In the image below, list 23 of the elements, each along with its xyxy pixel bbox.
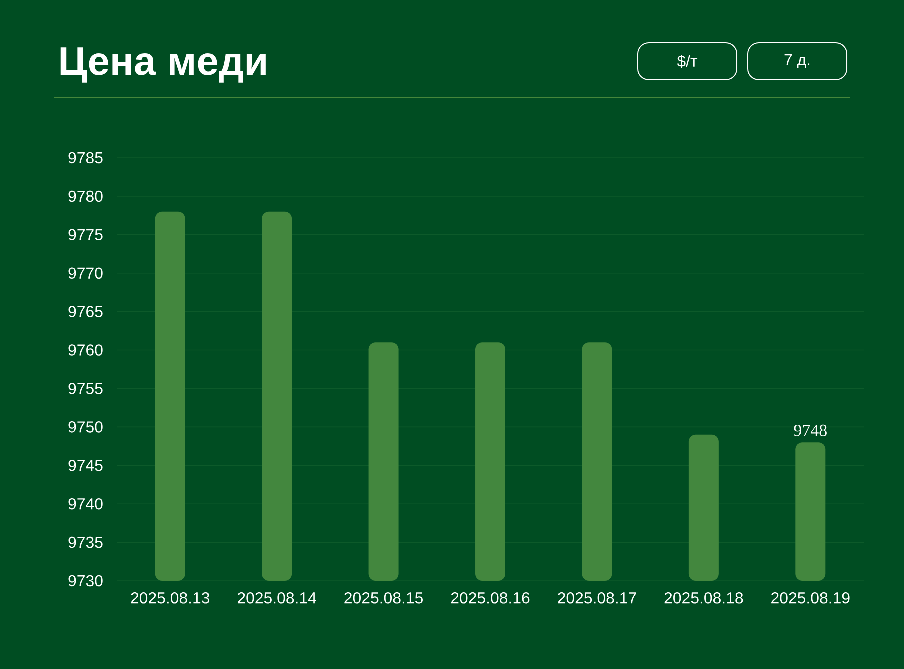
y-tick-label: 9730 <box>68 575 103 587</box>
y-tick-label: 9750 <box>68 422 103 433</box>
y-tick-label: 9765 <box>68 306 103 318</box>
y-tick-label: 9760 <box>68 344 103 356</box>
x-tick-label: 2025.08.19 <box>772 592 850 604</box>
text: 7 д. <box>784 54 810 69</box>
x-tick-label: 2025.08.16 <box>451 592 530 604</box>
y-tick-label: 9755 <box>68 383 103 394</box>
chart-title: Цена меди <box>60 48 266 83</box>
text: $/т <box>677 55 698 68</box>
y-tick-label: 9770 <box>68 268 103 280</box>
y-tick-label: 9780 <box>68 190 103 202</box>
x-tick-label: 2025.08.18 <box>664 592 744 604</box>
x-tick-label: 2025.08.13 <box>131 592 210 604</box>
x-tick-label: 2025.08.15 <box>344 592 423 604</box>
x-tick-label: 2025.08.14 <box>238 592 316 604</box>
x-tick-label: 2025.08.17 <box>558 592 636 604</box>
data-label: 9748 <box>794 424 827 436</box>
y-tick-label: 9735 <box>68 536 103 548</box>
y-tick-label: 9785 <box>68 152 103 164</box>
y-tick-label: 9740 <box>68 498 103 510</box>
y-tick-label: 9745 <box>68 460 103 472</box>
y-tick-label: 9775 <box>68 229 103 241</box>
